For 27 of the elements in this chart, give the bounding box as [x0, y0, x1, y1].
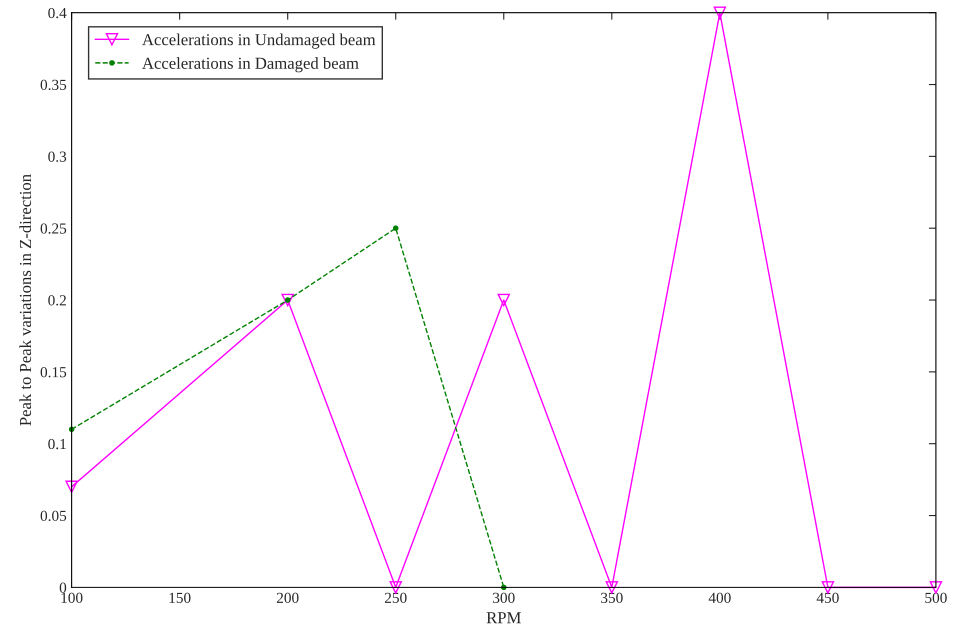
- point: [65, 480, 78, 494]
- x-tick-label: 250: [384, 592, 407, 603]
- y-tick-label: 0.4: [48, 8, 67, 18]
- x-tick-label: 300: [493, 592, 515, 603]
- y-tick-label: 0: [60, 582, 66, 593]
- y-tick-label: 0.05: [40, 510, 66, 522]
- point: [498, 294, 510, 306]
- y-tick-label: 0.25: [40, 223, 66, 234]
- x-tick-label: 200: [276, 592, 299, 603]
- x-axis-title: RPM: [486, 612, 521, 624]
- legend-label: Accelerations in Damaged beam: [142, 57, 359, 72]
- y-tick-label: 0.1: [48, 438, 66, 450]
- y-tick-label: 0.35: [40, 80, 66, 90]
- y-tick-label: 0.15: [40, 367, 66, 378]
- point: [714, 6, 726, 19]
- x-tick-label: 400: [708, 592, 731, 603]
- x-tick-label: 450: [816, 592, 839, 603]
- x-tick-label: 500: [925, 592, 947, 603]
- x-tick-label: 100: [62, 592, 82, 603]
- y-tick-label: 0.2: [48, 295, 66, 306]
- point: [392, 225, 399, 231]
- x-tick-label: 350: [601, 592, 623, 603]
- legend-label: Accelerations in Undamaged beam: [142, 34, 376, 49]
- y-axis-title: Peak to Peak variations in Z-direction: [19, 174, 32, 426]
- y-tick-label: 0.3: [48, 152, 66, 162]
- point: [281, 294, 294, 306]
- x-tick-label: 150: [170, 592, 191, 603]
